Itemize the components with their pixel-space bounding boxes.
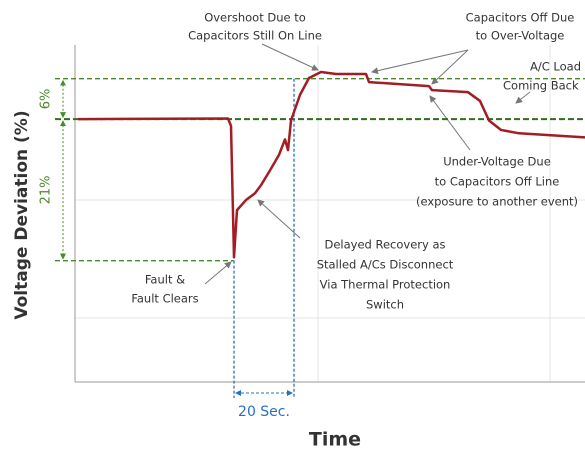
annotation: Via Thermal Protection [320, 278, 451, 292]
data-line [77, 70, 585, 259]
y-axis-label: Voltage Deviation (%) [12, 110, 32, 319]
overshoot-label: 6% [39, 89, 54, 110]
annotation-arrows [204, 43, 531, 285]
x-axis-label: Time [309, 429, 361, 450]
annotation: Overshoot Due to [204, 11, 306, 25]
annotation: Capacitors Still On Line [188, 29, 322, 43]
annotation: Delayed Recovery as [324, 238, 445, 252]
annotation: Under-Voltage Due [443, 155, 551, 169]
annotation: (exposure to another event) [416, 195, 578, 209]
grid [75, 45, 585, 382]
span-label: 20 Sec. [238, 404, 290, 420]
annotation: Stalled A/Cs Disconnect [317, 258, 454, 272]
sag-label: 21% [39, 175, 54, 204]
annotation: to Over-Voltage [476, 29, 565, 43]
annotation: A/C Load [530, 60, 581, 74]
annotation: to Capacitors Off Line [435, 175, 560, 189]
annotation: Coming Back [503, 79, 579, 93]
annotation: Switch [366, 298, 404, 312]
annotation: Fault Clears [131, 292, 198, 306]
annotation: Capacitors Off Due [466, 11, 575, 25]
annotation: Fault & [145, 273, 185, 287]
